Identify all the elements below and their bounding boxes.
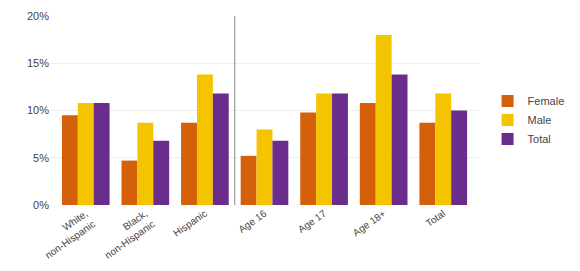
svg-text:5%: 5% [33,152,49,164]
svg-text:Hispanic: Hispanic [171,208,209,239]
svg-text:Male: Male [528,114,552,126]
svg-text:Age 17: Age 17 [296,207,329,234]
svg-text:Age 18+: Age 18+ [351,208,388,239]
svg-text:20%: 20% [27,10,49,22]
svg-text:Age 16: Age 16 [236,207,269,234]
svg-text:10%: 10% [27,104,49,116]
svg-text:Total: Total [528,133,551,145]
svg-text:Black,non-Hispanic: Black,non-Hispanic [95,208,157,261]
svg-text:White,non-Hispanic: White,non-Hispanic [36,208,98,261]
svg-text:15%: 15% [27,57,49,69]
svg-text:0%: 0% [33,199,49,211]
svg-text:Female: Female [528,95,565,107]
svg-text:Total: Total [424,208,448,229]
